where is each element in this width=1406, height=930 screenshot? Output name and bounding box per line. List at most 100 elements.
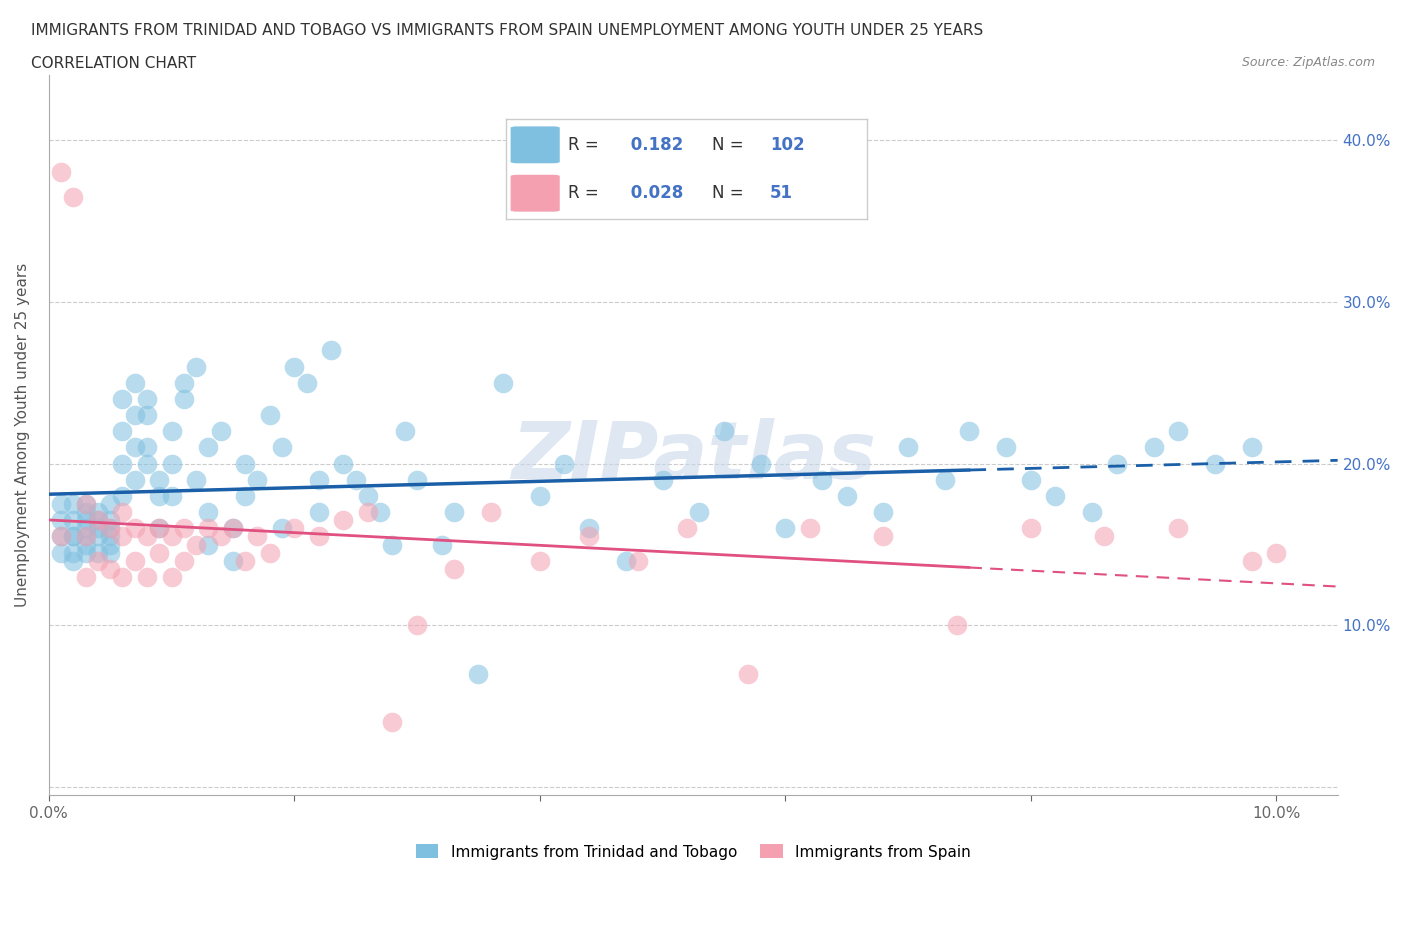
- Point: [1019, 521, 1042, 536]
- Point: [98, 497, 121, 512]
- Point: [209, 529, 232, 544]
- Point: [222, 521, 245, 536]
- Point: [209, 424, 232, 439]
- Point: [283, 521, 305, 536]
- Point: [87, 512, 110, 527]
- Point: [1204, 457, 1226, 472]
- Point: [627, 553, 650, 568]
- Point: [835, 488, 858, 503]
- Point: [160, 457, 183, 472]
- Point: [136, 407, 159, 422]
- Point: [492, 376, 515, 391]
- Point: [406, 472, 429, 487]
- Point: [49, 165, 72, 179]
- Point: [111, 505, 134, 520]
- Point: [173, 521, 195, 536]
- Point: [197, 505, 219, 520]
- Point: [62, 545, 84, 560]
- Point: [295, 376, 318, 391]
- Point: [222, 521, 245, 536]
- Point: [111, 569, 134, 584]
- Text: IMMIGRANTS FROM TRINIDAD AND TOBAGO VS IMMIGRANTS FROM SPAIN UNEMPLOYMENT AMONG : IMMIGRANTS FROM TRINIDAD AND TOBAGO VS I…: [31, 23, 983, 38]
- Point: [995, 440, 1018, 455]
- Point: [49, 529, 72, 544]
- Point: [148, 488, 170, 503]
- Point: [124, 472, 146, 487]
- Point: [1240, 553, 1263, 568]
- Point: [136, 457, 159, 472]
- Point: [406, 618, 429, 632]
- Point: [957, 424, 980, 439]
- Point: [479, 505, 502, 520]
- Point: [1019, 472, 1042, 487]
- Point: [98, 529, 121, 544]
- Text: Source: ZipAtlas.com: Source: ZipAtlas.com: [1241, 56, 1375, 69]
- Point: [75, 497, 97, 512]
- Point: [160, 488, 183, 503]
- Text: CORRELATION CHART: CORRELATION CHART: [31, 56, 195, 71]
- Point: [136, 440, 159, 455]
- Point: [87, 529, 110, 544]
- Point: [62, 553, 84, 568]
- Point: [87, 545, 110, 560]
- Point: [651, 472, 673, 487]
- Point: [124, 407, 146, 422]
- Point: [872, 529, 894, 544]
- Point: [197, 521, 219, 536]
- Point: [98, 521, 121, 536]
- Point: [160, 424, 183, 439]
- Point: [87, 505, 110, 520]
- Point: [308, 529, 330, 544]
- Point: [98, 545, 121, 560]
- Point: [332, 512, 354, 527]
- Point: [136, 392, 159, 406]
- Point: [259, 407, 281, 422]
- Text: ZIPatlas: ZIPatlas: [510, 418, 876, 496]
- Point: [1167, 424, 1189, 439]
- Point: [173, 392, 195, 406]
- Point: [553, 457, 575, 472]
- Point: [148, 472, 170, 487]
- Point: [62, 529, 84, 544]
- Point: [148, 521, 170, 536]
- Point: [897, 440, 920, 455]
- Point: [946, 618, 969, 632]
- Point: [283, 359, 305, 374]
- Point: [173, 376, 195, 391]
- Point: [148, 545, 170, 560]
- Point: [271, 440, 294, 455]
- Point: [443, 505, 465, 520]
- Point: [233, 457, 256, 472]
- Point: [1240, 440, 1263, 455]
- Point: [233, 488, 256, 503]
- Point: [75, 521, 97, 536]
- Point: [49, 497, 72, 512]
- Point: [62, 497, 84, 512]
- Point: [49, 512, 72, 527]
- Point: [614, 553, 637, 568]
- Legend: Immigrants from Trinidad and Tobago, Immigrants from Spain: Immigrants from Trinidad and Tobago, Imm…: [416, 844, 972, 859]
- Point: [332, 457, 354, 472]
- Point: [319, 343, 342, 358]
- Point: [357, 505, 380, 520]
- Point: [529, 553, 551, 568]
- Point: [529, 488, 551, 503]
- Point: [75, 497, 97, 512]
- Point: [49, 529, 72, 544]
- Y-axis label: Unemployment Among Youth under 25 years: Unemployment Among Youth under 25 years: [15, 263, 30, 607]
- Point: [381, 538, 404, 552]
- Point: [62, 190, 84, 205]
- Point: [98, 512, 121, 527]
- Point: [688, 505, 710, 520]
- Point: [124, 376, 146, 391]
- Point: [160, 529, 183, 544]
- Point: [75, 512, 97, 527]
- Point: [62, 529, 84, 544]
- Point: [1167, 521, 1189, 536]
- Point: [111, 424, 134, 439]
- Point: [259, 545, 281, 560]
- Point: [148, 521, 170, 536]
- Point: [87, 512, 110, 527]
- Point: [75, 505, 97, 520]
- Point: [1265, 545, 1288, 560]
